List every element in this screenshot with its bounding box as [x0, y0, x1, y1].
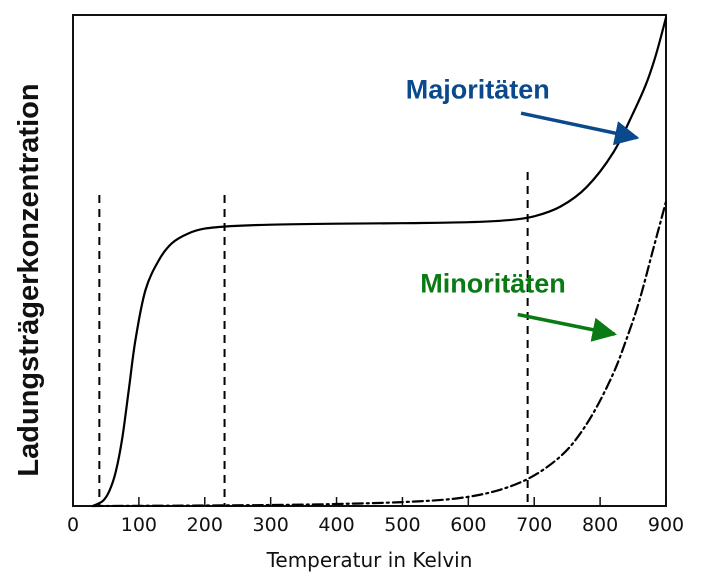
x-tick-label-7: 700	[516, 514, 552, 536]
x-axis-tick-labels: 0 100 200 300 400 500 600 700 800 900	[67, 514, 684, 536]
plot-frame	[72, 14, 667, 507]
annotations: Majoritäten Minoritäten	[406, 74, 640, 342]
curves	[91, 16, 668, 508]
vertical-reference-lines	[98, 172, 529, 506]
minority-curve	[91, 200, 668, 508]
x-tick-label-0: 0	[67, 514, 79, 536]
x-tick-label-1: 100	[121, 514, 157, 536]
x-tick-label-3: 300	[253, 514, 289, 536]
x-axis-label: Temperatur in Kelvin	[266, 548, 473, 572]
x-tick-label-8: 800	[582, 514, 618, 536]
annotation-arrow-0	[520, 111, 640, 146]
annotation-arrow-1	[517, 312, 618, 342]
x-tick-label-4: 400	[318, 514, 354, 536]
x-tick-label-2: 200	[187, 514, 223, 536]
x-tick-label-9: 900	[648, 514, 684, 536]
annotation-label-0: Majoritäten	[406, 74, 550, 104]
y-axis-label: Ladungsträgerkonzentration	[13, 83, 45, 476]
majority-curve	[91, 16, 668, 508]
annotation-label-1: Minoritäten	[420, 268, 566, 298]
x-tick-label-5: 500	[384, 514, 420, 536]
x-tick-label-6: 600	[450, 514, 486, 536]
